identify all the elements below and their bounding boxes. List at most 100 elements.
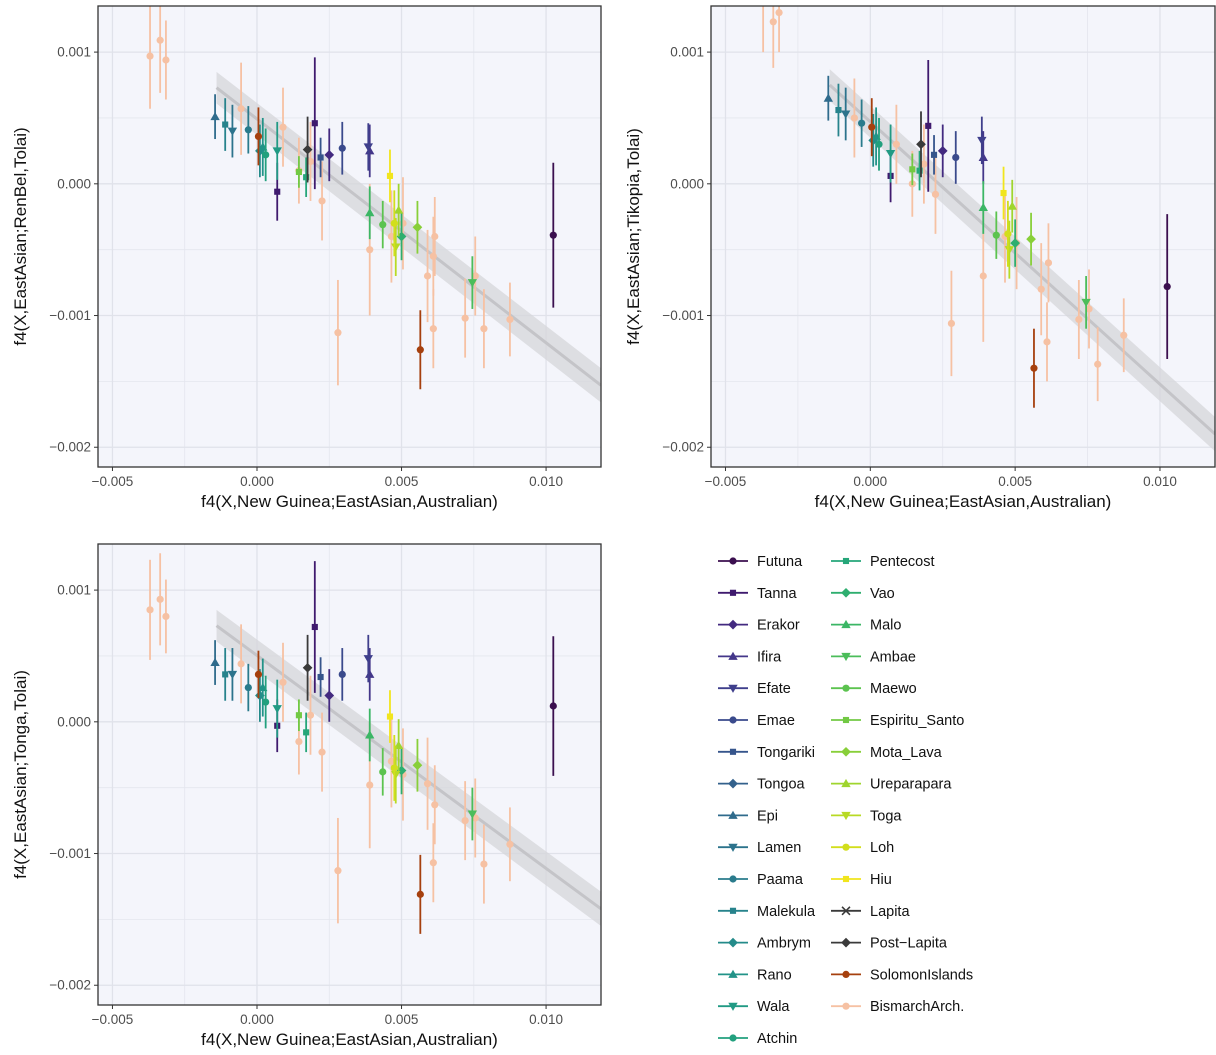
legend-item-espiritu-santo: Espiritu_Santo: [831, 713, 964, 729]
point-bismarcharch: [237, 660, 245, 668]
legend-item-solomonislands: SolomonIslands: [831, 967, 973, 983]
point-post-lapita: [916, 139, 926, 150]
point-bismarcharch: [366, 246, 374, 254]
legend-item-futuna: Futuna: [718, 554, 803, 570]
point-bismarcharch: [279, 678, 287, 686]
point-tanna: [311, 120, 318, 127]
legend-key-marker: [841, 652, 851, 662]
legend-item-ifira: Ifira: [718, 649, 782, 665]
point-bismarcharch: [423, 780, 432, 788]
point-bismarcharch: [461, 817, 469, 825]
legend-column-1: Futuna Tanna Erakor Ifira Efate Emae Tongariki…: [718, 554, 816, 1047]
panel-2: −0.005 0.000 0.005 0.010 −0.002 −0.001 0.000 0.…: [624, 0, 1216, 511]
x-tick-label: 0.000: [240, 474, 274, 489]
x-tick-label: −0.005: [92, 474, 134, 489]
point-bismarcharch: [1044, 259, 1053, 267]
point-tanna: [311, 623, 318, 631]
point-bismarcharch: [850, 114, 858, 122]
point-bismarcharch: [920, 160, 928, 168]
plot-background: [711, 6, 1215, 467]
legend-item-vao: Vao: [831, 586, 895, 602]
point-solomonislands: [254, 670, 263, 678]
x-tick-label: 0.005: [385, 474, 419, 489]
legend-key-marker: [728, 651, 738, 660]
point-bismarcharch: [156, 36, 164, 44]
legend-key-marker: [842, 843, 850, 851]
x-tick-label: 0.005: [385, 1012, 419, 1027]
point-hiu: [1000, 189, 1007, 197]
legend-item-epi: Epi: [718, 808, 778, 824]
point-emae: [338, 670, 346, 678]
legend-item-tongoa: Tongoa: [718, 777, 806, 793]
legend-label: Tongariki: [757, 745, 815, 761]
point-ambae: [467, 279, 478, 288]
legend-label: Rano: [757, 967, 792, 983]
point-mota-lava: [412, 760, 423, 771]
legend-label: Toga: [870, 808, 902, 824]
legend-label: Epi: [757, 808, 778, 824]
point-futuna: [549, 231, 557, 239]
point-wala: [272, 705, 282, 714]
legend-label: Pentecost: [870, 554, 935, 570]
legend-item-lapita: Lapita: [831, 904, 910, 920]
plot-frame: [97, 543, 602, 1006]
point-bismarcharch: [146, 52, 154, 60]
point-bismarcharch: [1120, 331, 1128, 339]
x-tick-label: 0.000: [853, 474, 887, 489]
y-tick-label: −0.001: [49, 846, 91, 861]
point-bismarcharch: [162, 612, 170, 621]
legend-item-rano: Rano: [718, 967, 792, 983]
point-ureparapara: [1007, 201, 1017, 210]
legend-key-marker: [729, 557, 737, 565]
legend-key-marker: [841, 619, 851, 629]
point-bismarcharch: [480, 325, 488, 333]
y-axis-label: f4(X,EastAsian;Tikopia,Tolai): [624, 128, 643, 345]
point-vao: [396, 765, 407, 776]
y-axis-label: f4(X,EastAsian;RenBel,Tolai): [11, 127, 30, 345]
point-bismarcharch: [399, 219, 407, 227]
point-wala: [885, 150, 896, 159]
point-atchin: [875, 140, 883, 148]
x-tick-label: 0.010: [529, 1012, 563, 1027]
point-efate: [363, 655, 373, 664]
legend-item-post-lapita: Post−Lapita: [831, 936, 948, 952]
point-solomonislands: [416, 890, 424, 898]
point-bismarcharch: [334, 329, 342, 337]
legend-label: Mota_Lava: [870, 745, 943, 761]
legend-column-2: Pentecost Vao Malo Ambae Maewo Espiritu_Santo…: [831, 554, 973, 1015]
legend-item-paama: Paama: [718, 872, 804, 888]
legend-label: Ambae: [870, 649, 916, 665]
point-bismarcharch: [480, 860, 488, 868]
legend: Futuna Tanna Erakor Ifira Efate Emae Tongariki…: [718, 554, 973, 1047]
legend-label: Atchin: [757, 1031, 797, 1047]
point-bismarcharch: [506, 315, 514, 324]
legend-key-marker: [729, 1034, 737, 1042]
legend-item-tongariki: Tongariki: [718, 745, 815, 761]
point-ureparapara: [393, 205, 404, 214]
point-maewo: [379, 221, 387, 229]
point-solomonislands: [868, 123, 876, 131]
y-tick-label: 0.000: [670, 176, 704, 191]
legend-key-marker: [728, 937, 738, 948]
point-bismarcharch: [769, 18, 777, 26]
point-bismarcharch: [471, 272, 479, 280]
point-bismarcharch: [306, 711, 315, 719]
legend-key-marker: [729, 748, 737, 755]
legend-key-marker: [728, 810, 738, 819]
point-bismarcharch: [892, 140, 900, 148]
point-bismarcharch: [366, 781, 374, 789]
point-bismarcharch: [1085, 305, 1093, 313]
point-bismarcharch: [431, 801, 439, 809]
point-bismarcharch: [760, 0, 767, 3]
y-tick-label: 0.001: [57, 583, 91, 598]
legend-label: Espiritu_Santo: [870, 713, 964, 729]
point-ambae: [1081, 298, 1091, 308]
plot-background: [98, 544, 601, 1005]
point-pentecost: [303, 174, 310, 181]
legend-key-marker: [842, 557, 850, 565]
point-solomonislands: [1030, 364, 1038, 372]
legend-item-bismarcharch: BismarchArch.: [831, 999, 964, 1015]
legend-label: BismarchArch.: [870, 999, 964, 1015]
legend-item-efate: Efate: [718, 681, 791, 697]
point-malekula: [222, 671, 229, 678]
